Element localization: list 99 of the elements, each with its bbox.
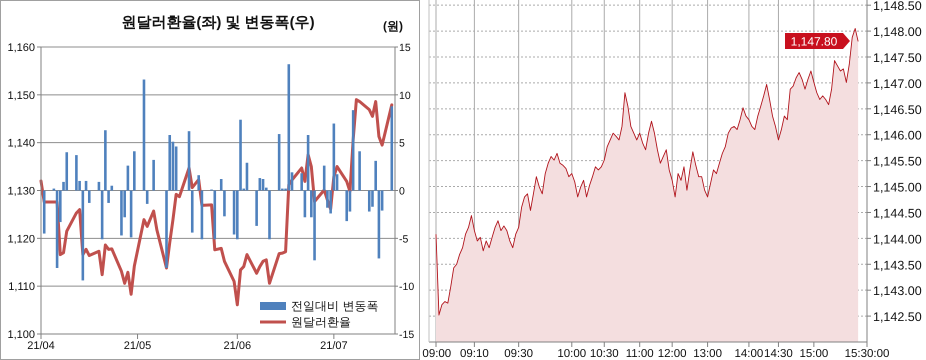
bar (110, 186, 114, 190)
y-tick-label: 1,143.00 (873, 284, 922, 298)
y-tick-label: 1,147.50 (873, 51, 922, 65)
bar (165, 190, 168, 268)
y2-tick-label: 10 (399, 90, 411, 102)
bar (82, 190, 84, 280)
bar (107, 190, 110, 203)
x-tick-label: 10:30 (590, 348, 619, 360)
y-tick-label: 1,147.00 (873, 76, 922, 91)
y2-tick-label: 15 (399, 42, 411, 54)
bar (300, 173, 303, 190)
y-tick-label: 1,144.50 (873, 206, 922, 220)
x-tick-label: 09:00 (422, 348, 452, 360)
bar (278, 134, 280, 190)
bar (262, 179, 264, 190)
x-tick-label: 13:00 (693, 348, 722, 360)
y-tick-label: 1,142.50 (873, 310, 922, 324)
y-tick-label: 1,100 (7, 329, 35, 341)
bar (313, 190, 316, 260)
bar (104, 130, 107, 190)
bar (213, 190, 216, 240)
x-tick-label: 21/05 (124, 340, 152, 352)
y-tick-label: 1,145.50 (873, 154, 922, 169)
bar (329, 190, 332, 214)
y-tick-label: 1,145.00 (873, 180, 922, 195)
x-tick-label: 15:00 (799, 348, 828, 360)
x-tick-label: 10:00 (557, 348, 586, 360)
bar (322, 166, 326, 190)
legend-label: 원달러환율 (291, 315, 351, 329)
bar (142, 80, 146, 190)
bar (98, 182, 100, 190)
bar (258, 178, 262, 190)
y-tick-label: 1,110 (8, 281, 35, 294)
bar (200, 190, 204, 240)
bar (146, 190, 148, 204)
y-tick-label: 1,144.00 (873, 232, 922, 246)
bar (84, 180, 88, 190)
bar (304, 190, 306, 218)
bar (42, 190, 46, 234)
chart-title: 원달러환율(좌) 및 변동폭(우) (121, 14, 315, 31)
x-tick-label: 14:30 (764, 348, 793, 360)
y-tick-label: 1,120 (7, 233, 35, 246)
y2-tick-label: 0 (399, 186, 405, 198)
x-tick-label: 21/04 (27, 340, 55, 352)
bar (56, 190, 58, 268)
y-tick-label: 1,146.50 (873, 102, 922, 117)
x-tick-label: 09:10 (460, 348, 489, 360)
y2-tick-label: -15 (399, 329, 414, 341)
bar (188, 131, 190, 190)
bar (368, 190, 371, 212)
x-tick-label: 15:30:00 (844, 348, 890, 360)
bar (378, 190, 380, 258)
bar (88, 190, 91, 203)
bar (65, 152, 68, 190)
bar (152, 160, 155, 190)
bar (130, 190, 132, 238)
x-tick-label: 21/07 (320, 340, 348, 352)
bar (288, 64, 290, 190)
y2-axis-title: (원) (383, 19, 403, 33)
bar (236, 190, 239, 240)
bar (246, 162, 248, 190)
x-tick-label: 21/06 (224, 340, 252, 352)
bar (133, 151, 136, 190)
bar (390, 106, 394, 190)
bar (345, 190, 348, 222)
bar (168, 135, 172, 190)
bar (100, 190, 104, 240)
y-tick-label: 1,150 (7, 90, 35, 102)
bar (126, 166, 130, 190)
bar (190, 190, 194, 233)
x-tick-label: 14:00 (734, 348, 764, 360)
bar (352, 110, 354, 190)
bar (197, 175, 200, 190)
bar (223, 190, 226, 216)
bar (255, 190, 258, 226)
legend-label: 전일대비 변동폭 (291, 299, 378, 313)
bar (268, 190, 271, 240)
bar (374, 160, 377, 190)
x-tick-label: 11:00 (626, 348, 654, 360)
y-tick-label: 1,130 (7, 186, 35, 198)
bar (120, 190, 123, 236)
y2-tick-label: -5 (399, 233, 408, 246)
bar (332, 124, 336, 190)
bar (358, 151, 361, 190)
bar (306, 135, 310, 190)
y-tick-label: 1,160 (7, 42, 35, 54)
y-tick-label: 1,148.00 (873, 25, 922, 40)
annotation: 1,147.80 (790, 34, 838, 48)
y-tick-label: 1,148.50 (873, 0, 922, 14)
y-tick-label: 1,140 (7, 138, 35, 150)
bar (75, 155, 78, 190)
y2-tick-label: 5 (399, 138, 405, 150)
y-tick-label: 1,143.50 (873, 258, 922, 272)
y2-tick-label: -10 (399, 281, 414, 294)
y-tick-label: 1,146.00 (873, 128, 922, 143)
bar (220, 179, 223, 190)
x-tick-label: 09:30 (504, 348, 534, 360)
bar (239, 120, 242, 190)
x-tick-label: 12:00 (658, 348, 687, 360)
